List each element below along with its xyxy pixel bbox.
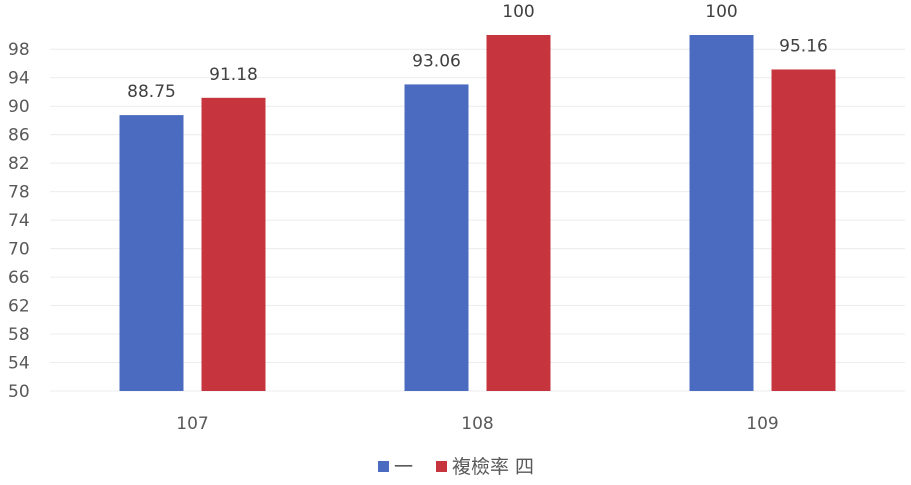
legend-swatch	[378, 461, 389, 472]
y-tick-label: 86	[8, 126, 30, 146]
bar	[689, 35, 754, 391]
gridlines	[50, 48, 905, 392]
bar	[201, 97, 266, 391]
bar	[771, 69, 836, 391]
y-tick-label: 66	[8, 268, 30, 288]
data-label: 95.16	[779, 36, 828, 56]
x-tick-label: 107	[176, 414, 208, 434]
y-tick-label: 90	[8, 97, 30, 117]
bars	[119, 35, 836, 391]
legend-label: 一	[394, 456, 413, 478]
y-tick-label: 98	[8, 40, 30, 60]
bar	[486, 35, 551, 391]
y-tick-label: 58	[8, 325, 30, 345]
y-tick-label: 78	[8, 183, 30, 203]
x-tick-label: 109	[746, 414, 778, 434]
x-axis-ticks: 107 108 109	[176, 414, 778, 434]
data-labels: 88.75 91.18 93.06 100 100 95.16	[127, 2, 828, 102]
y-tick-label: 74	[8, 211, 30, 231]
data-label: 100	[705, 2, 737, 22]
y-tick-label: 62	[8, 297, 30, 317]
data-label: 91.18	[209, 65, 258, 85]
y-axis-ticks: 50 54 58 62 66 70 74 78 82 86 90 94 98	[8, 40, 30, 402]
x-tick-label: 108	[461, 414, 493, 434]
y-tick-label: 82	[8, 154, 30, 174]
legend-label: 複檢率 四	[452, 456, 534, 478]
data-label: 93.06	[412, 51, 461, 71]
y-tick-label: 50	[8, 382, 30, 402]
y-tick-label: 54	[8, 354, 30, 374]
legend: 一 複檢率 四	[378, 456, 534, 478]
bar	[119, 115, 184, 391]
legend-swatch	[436, 461, 447, 472]
bar	[404, 84, 469, 391]
data-label: 100	[502, 2, 534, 22]
data-label: 88.75	[127, 82, 176, 102]
y-tick-label: 70	[8, 240, 30, 260]
y-tick-label: 94	[8, 69, 30, 89]
